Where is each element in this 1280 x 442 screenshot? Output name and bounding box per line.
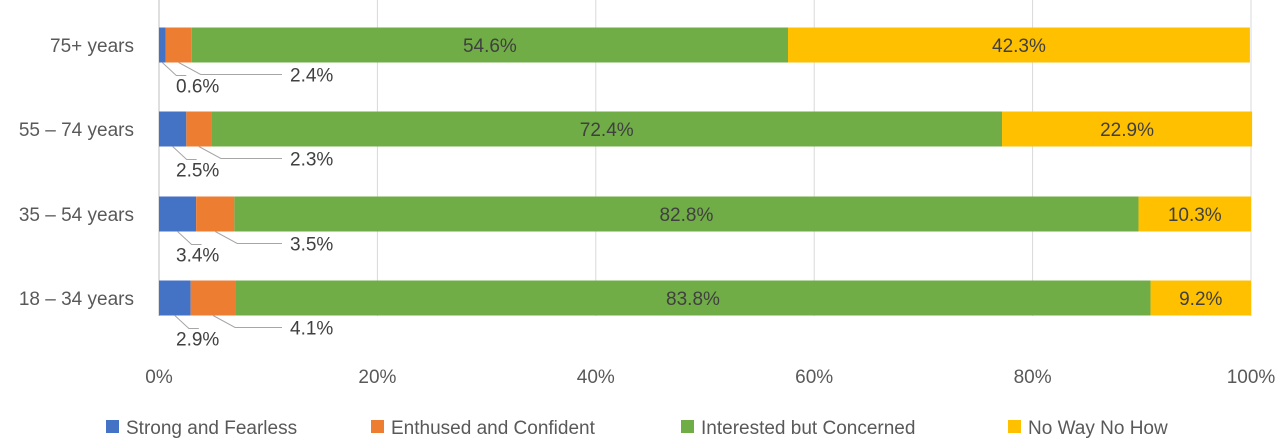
data-label: 2.5% bbox=[176, 161, 219, 182]
x-tick-label: 100% bbox=[1227, 367, 1276, 388]
x-tick-label: 40% bbox=[577, 367, 615, 388]
bar-segment bbox=[186, 111, 212, 147]
legend-swatch bbox=[371, 420, 384, 433]
data-label: 4.1% bbox=[290, 319, 333, 340]
bar-segment bbox=[235, 280, 1151, 316]
bar-segment bbox=[159, 196, 197, 232]
data-label: 3.5% bbox=[290, 235, 333, 256]
legend-label: Interested but Concerned bbox=[701, 418, 915, 439]
category-label: 18 – 34 years bbox=[19, 289, 134, 310]
x-tick-label: 60% bbox=[795, 367, 833, 388]
bar-segment bbox=[165, 27, 192, 63]
leader-line bbox=[172, 146, 197, 160]
bar-segment bbox=[190, 280, 236, 316]
data-label: 10.3% bbox=[1168, 205, 1222, 226]
data-label: 0.6% bbox=[176, 77, 219, 98]
leader-line bbox=[198, 146, 282, 159]
legend: Strong and Fearless Enthused and Confiden… bbox=[106, 418, 1168, 439]
category-label: 35 – 54 years bbox=[19, 205, 134, 226]
data-label: 42.3% bbox=[992, 36, 1046, 57]
legend-swatch bbox=[1008, 420, 1021, 433]
category-labels: 75+ years 55 – 74 years 35 – 54 years 18 – … bbox=[19, 36, 134, 310]
legend-label: Strong and Fearless bbox=[126, 418, 297, 439]
category-label: 55 – 74 years bbox=[19, 120, 134, 141]
data-label: 22.9% bbox=[1100, 120, 1154, 141]
bar-segment bbox=[1002, 111, 1253, 147]
bar-segment bbox=[787, 27, 1250, 63]
legend-swatch bbox=[681, 420, 694, 433]
leader-line bbox=[174, 315, 199, 329]
bar-segment bbox=[159, 280, 191, 316]
bar-segment bbox=[191, 27, 788, 63]
leader-lines bbox=[161, 62, 282, 329]
x-tick-label: 80% bbox=[1014, 367, 1052, 388]
bar-segment bbox=[196, 196, 235, 232]
data-label: 2.9% bbox=[176, 330, 219, 351]
bars bbox=[159, 27, 1253, 316]
data-labels: 0.6% 2.4% 54.6% 42.3% 2.5% 2.3% 72.4% 22.9% 3.4%… bbox=[176, 36, 1223, 351]
data-label: 83.8% bbox=[666, 289, 720, 310]
leader-line bbox=[161, 62, 187, 76]
leader-line bbox=[212, 315, 282, 328]
x-axis-ticks: 0% 20% 40% 60% 80% 100% bbox=[145, 367, 1275, 388]
data-label: 2.3% bbox=[290, 150, 333, 171]
x-tick-label: 0% bbox=[145, 367, 173, 388]
x-tick-label: 20% bbox=[358, 367, 396, 388]
bar-segment bbox=[211, 111, 1003, 147]
bar-segment bbox=[159, 27, 166, 63]
data-label: 72.4% bbox=[580, 120, 634, 141]
bar-segment bbox=[1150, 280, 1251, 316]
data-label: 9.2% bbox=[1179, 289, 1222, 310]
data-label: 82.8% bbox=[659, 205, 713, 226]
data-label: 2.4% bbox=[290, 66, 333, 87]
leader-line bbox=[214, 231, 282, 244]
category-label: 75+ years bbox=[50, 36, 134, 57]
bar-segment bbox=[1138, 196, 1251, 232]
leader-line bbox=[178, 62, 282, 75]
bar-segment bbox=[159, 111, 187, 147]
data-label: 3.4% bbox=[176, 246, 219, 267]
bar-segment bbox=[234, 196, 1139, 232]
legend-label: No Way No How bbox=[1028, 418, 1168, 439]
leader-line bbox=[177, 231, 202, 245]
legend-swatch bbox=[106, 420, 119, 433]
legend-label: Enthused and Confident bbox=[391, 418, 596, 439]
data-label: 54.6% bbox=[463, 36, 517, 57]
